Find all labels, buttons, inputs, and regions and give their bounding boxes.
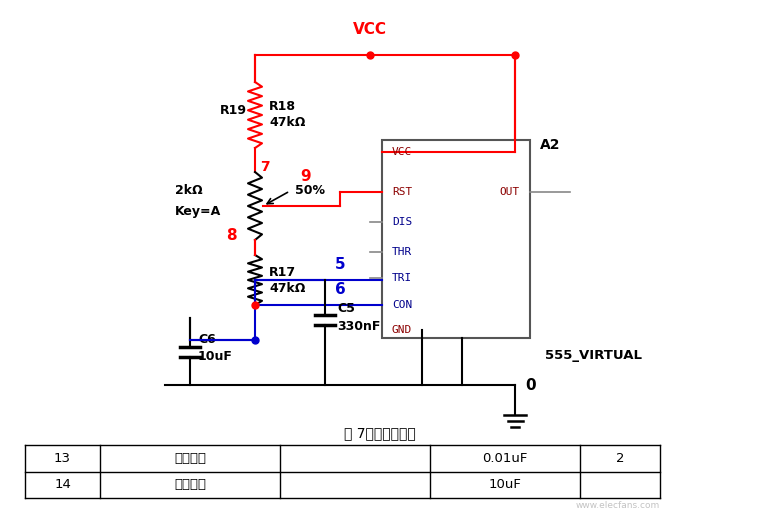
Text: Key=A: Key=A [175, 204, 221, 218]
Text: 点解电容: 点解电容 [174, 479, 206, 492]
Text: 555_VIRTUAL: 555_VIRTUAL [545, 348, 642, 361]
Text: 47kΩ: 47kΩ [269, 281, 305, 294]
Text: OUT: OUT [500, 187, 520, 197]
Text: 10uF: 10uF [488, 479, 522, 492]
Bar [382, 140, 530, 338]
Text: 0: 0 [525, 378, 536, 392]
Text: 330nF: 330nF [337, 320, 380, 333]
Text: GND: GND [392, 325, 413, 335]
Text: THR: THR [392, 247, 413, 257]
Text: 9: 9 [300, 169, 310, 184]
Text: RST: RST [392, 187, 413, 197]
Text: 50%: 50% [295, 185, 325, 198]
Text: VCC: VCC [392, 147, 413, 157]
Text: VCC: VCC [353, 22, 387, 38]
Text: 47kΩ: 47kΩ [269, 117, 305, 130]
Text: TRI: TRI [392, 273, 413, 283]
Text: 13: 13 [54, 452, 71, 465]
Text: 2kΩ: 2kΩ [175, 185, 203, 198]
Text: 10uF: 10uF [198, 350, 233, 363]
Text: R17: R17 [269, 266, 296, 279]
Text: C6: C6 [198, 333, 216, 346]
Text: 7: 7 [260, 160, 269, 174]
Text: 6: 6 [335, 282, 346, 297]
Text: CON: CON [392, 300, 413, 310]
Text: 0.01uF: 0.01uF [482, 452, 528, 465]
Text: 图 7秒脉冲发生器: 图 7秒脉冲发生器 [344, 426, 416, 440]
Text: DIS: DIS [392, 217, 413, 227]
Text: 2: 2 [615, 452, 625, 465]
Text: C5: C5 [337, 301, 355, 314]
Text: 14: 14 [54, 479, 71, 492]
Text: 瓷片电容: 瓷片电容 [174, 452, 206, 465]
Text: A2: A2 [540, 138, 560, 152]
Text: www.elecfans.com: www.elecfans.com [576, 501, 660, 509]
Text: R19: R19 [220, 105, 247, 118]
Text: 5: 5 [335, 257, 346, 272]
Text: R18: R18 [269, 100, 296, 113]
Text: 8: 8 [226, 228, 237, 243]
